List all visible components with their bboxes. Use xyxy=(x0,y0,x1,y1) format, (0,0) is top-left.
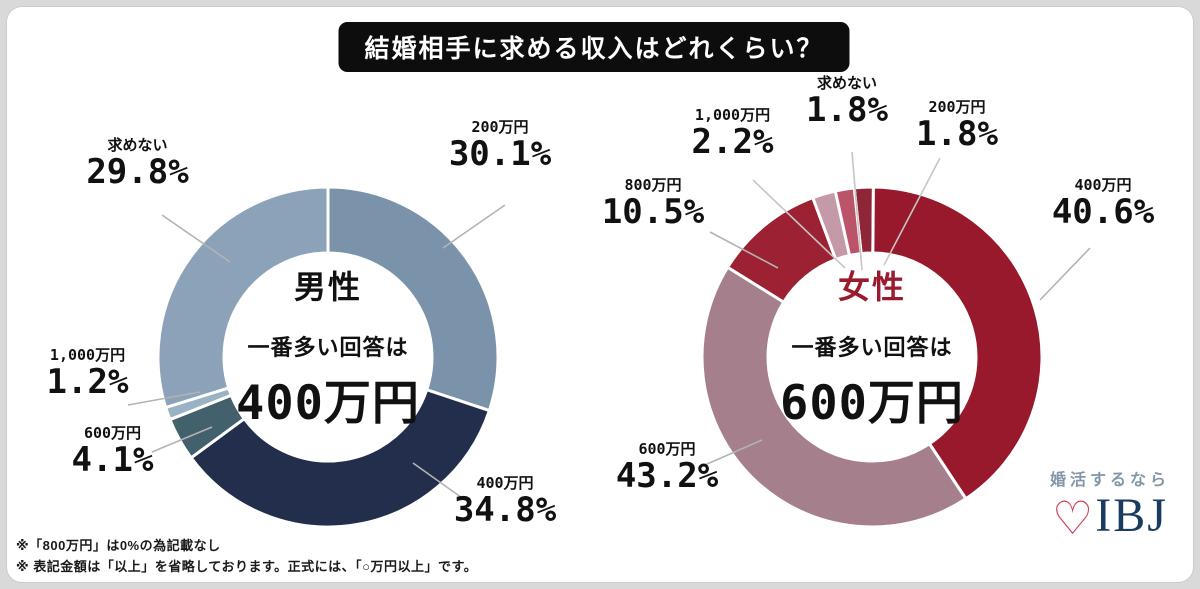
slice-callout-men-motomenai: 求めない 29.8% xyxy=(60,136,215,192)
heart-icon: ♡ xyxy=(1052,492,1094,544)
slice-callout-men-600man: 600万円 4.1% xyxy=(35,424,190,480)
slice-percent: 40.6% xyxy=(1051,191,1155,232)
slice-callout-women-600man: 600万円 43.2% xyxy=(592,440,742,496)
slice-label: 600万円 xyxy=(83,424,142,442)
slice-percent: 2.2% xyxy=(691,121,774,162)
footnote-1: ※「800万円」は0%の為記載なし xyxy=(16,538,221,553)
slice-callout-men-1000man: 1,000万円 1.2% xyxy=(10,346,165,402)
slice-percent: 1.8% xyxy=(806,89,888,130)
slice-label: 800万円 xyxy=(624,176,682,194)
page-title: 結婚相手に求める収入はどれくらい？ xyxy=(338,22,850,72)
donut-slice-600man xyxy=(700,265,968,529)
donut-slice-motomenai xyxy=(156,185,330,409)
slice-percent: 29.8% xyxy=(86,151,189,192)
slice-callout-men-400man: 400万円 34.8% xyxy=(425,474,585,530)
slice-callout-women-800man: 800万円 10.5% xyxy=(578,176,728,232)
slice-callout-women-motomenai: 求めない 1.8% xyxy=(782,74,912,130)
slice-callout-women-400man: 400万円 40.6% xyxy=(1028,176,1178,232)
slice-label: 求めない xyxy=(107,136,168,154)
footnote-2: ※ 表記金額は「以上」を省略しております。正式には、「○万円以上」です。 xyxy=(16,558,478,574)
slice-percent: 1.8% xyxy=(916,113,998,154)
slice-label: 200万円 xyxy=(471,118,529,136)
slice-label: 1,000万円 xyxy=(694,106,771,124)
slice-label: 400万円 xyxy=(476,474,534,492)
slice-label: 200万円 xyxy=(928,98,986,116)
slice-label: 求めない xyxy=(816,74,877,92)
donut-slice-400man xyxy=(871,185,1044,501)
slice-label: 600万円 xyxy=(638,440,696,458)
slice-label: 400万円 xyxy=(1074,176,1132,194)
slice-percent: 1.2% xyxy=(46,361,129,402)
slice-callout-women-1000man: 1,000万円 2.2% xyxy=(655,106,810,162)
logo-tagline: 婚活するなら xyxy=(1049,472,1170,489)
slice-percent: 4.1% xyxy=(71,439,154,480)
slice-callout-men-200man: 200万円 30.1% xyxy=(420,118,580,174)
slice-label: 1,000万円 xyxy=(49,346,126,364)
donut-chart-women xyxy=(700,185,1044,529)
slice-callout-women-200man: 200万円 1.8% xyxy=(892,98,1022,154)
footnotes: ※「800万円」は0%の為記載なし ※ 表記金額は「以上」を省略しております。正… xyxy=(16,536,477,578)
logo-wordmark: IBJ xyxy=(1095,489,1168,542)
slice-percent: 43.2% xyxy=(615,455,719,496)
slice-percent: 30.1% xyxy=(448,133,552,174)
ibj-logo: 婚活するなら ♡ IBJ xyxy=(1049,466,1170,544)
slice-percent: 34.8% xyxy=(453,489,557,530)
slice-percent: 10.5% xyxy=(601,191,705,232)
donut-slice-200man xyxy=(326,185,500,413)
